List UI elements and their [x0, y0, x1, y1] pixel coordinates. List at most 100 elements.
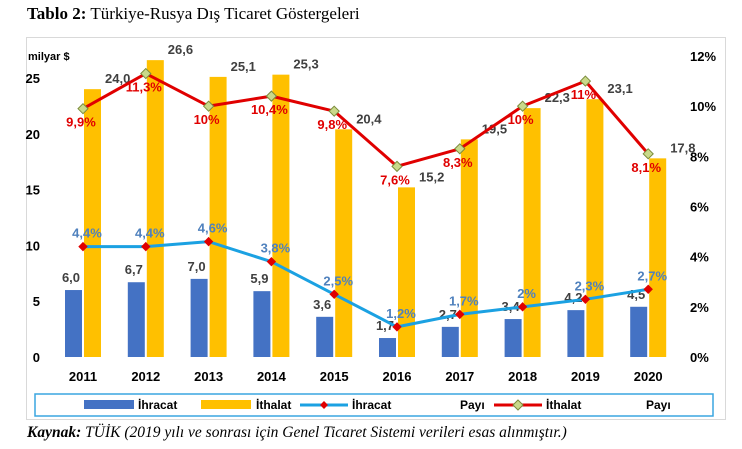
export-share-label: 4,6% [198, 221, 228, 236]
import-share-point [77, 102, 89, 115]
legend-import-label: İthalat [256, 397, 291, 412]
x-tick-label: 2014 [257, 369, 287, 384]
import-bar-label: 25,1 [231, 59, 256, 74]
export-share-label: 1,7% [449, 293, 479, 308]
export-bar [504, 319, 522, 357]
export-bar-label: 3,6 [313, 297, 331, 312]
legend-import-share-marker [512, 399, 524, 411]
y-tick-label: 15 [26, 183, 40, 198]
export-share-point [392, 322, 402, 332]
export-share-point [141, 241, 151, 252]
import-share-label: 11,3% [126, 80, 163, 95]
import-bar [398, 187, 415, 357]
import-bar [84, 89, 101, 357]
x-tick-label: 2018 [508, 369, 537, 384]
y-tick-label: 0 [33, 350, 40, 365]
export-bar [441, 326, 459, 357]
y2-tick-label: 8% [690, 149, 709, 164]
export-share-label: 4,4% [135, 226, 165, 241]
chart-frame [26, 37, 726, 420]
import-bar [335, 129, 353, 357]
import-share-label: 9,8% [317, 117, 347, 132]
legend-export-share-suffix: Payı [460, 398, 485, 412]
import-share-point [391, 160, 403, 173]
export-share-point [329, 289, 339, 299]
export-bar-label: 6,7 [125, 262, 143, 277]
x-tick-label: 2012 [131, 369, 160, 384]
import-bar-label: 24,0 [105, 71, 130, 86]
x-tick-label: 2017 [445, 369, 474, 384]
x-tick-label: 2020 [634, 369, 663, 384]
import-bar [272, 74, 290, 357]
import-share-label: 9,9% [66, 115, 96, 130]
export-share-point [580, 294, 591, 305]
export-share-point [643, 284, 653, 294]
import-share-label: 10% [508, 112, 534, 127]
legend-import-share-label: İthalat [546, 397, 581, 412]
export-share-label: 2,5% [323, 273, 353, 288]
export-bar [190, 278, 208, 357]
import-bar [460, 139, 478, 357]
y2-tick-label: 6% [690, 200, 709, 215]
y2-tick-label: 4% [690, 250, 709, 265]
import-bar-label: 15,2 [419, 169, 444, 184]
import-share-point [202, 100, 215, 112]
y-tick-label: 20 [26, 127, 40, 142]
y-tick-label: 25 [26, 71, 40, 86]
legend-box [34, 393, 714, 417]
import-bar [649, 158, 667, 357]
export-share-point [455, 309, 465, 320]
legend-import-swatch [201, 400, 251, 409]
legend-export-share-marker [320, 401, 328, 409]
legend-export-swatch [84, 400, 134, 409]
import-bar-label: 26,6 [168, 42, 193, 57]
x-tick-label: 2015 [320, 369, 349, 384]
y2-tick-label: 12% [690, 49, 716, 64]
import-bar-label: 20,4 [356, 111, 382, 126]
chart-title: Tablo 2: Türkiye-Rusya Dış Ticaret Göste… [27, 4, 360, 23]
legend-import-share-suffix: Payı [646, 398, 671, 412]
export-bar-label: 7,0 [188, 259, 206, 274]
import-share-point [140, 67, 152, 80]
import-bar-label: 19,5 [482, 121, 507, 136]
y2-tick-label: 2% [690, 300, 709, 315]
import-share-label: 8,3% [443, 155, 473, 170]
export-bar [253, 291, 271, 357]
y2-tick-label: 0% [690, 350, 709, 365]
import-bar-label: 25,3 [293, 57, 318, 72]
import-share-point [579, 75, 592, 87]
import-bar-label: 17,8 [670, 140, 695, 155]
export-share-label: 1,2% [386, 306, 416, 321]
import-bar [209, 76, 227, 357]
import-share-point [454, 143, 466, 155]
export-share-label: 2,7% [637, 268, 667, 283]
import-share-label: 11% [571, 87, 597, 102]
export-bar [630, 306, 648, 357]
import-bar-label: 23,1 [607, 81, 632, 96]
y-tick-label: 5 [33, 294, 40, 309]
export-share-point [203, 236, 214, 247]
import-share-label: 7,6% [380, 172, 410, 187]
import-share-label: 10,4% [251, 102, 288, 117]
legend-export-share-label: İhracat [352, 397, 391, 412]
import-bar [146, 60, 164, 357]
y2-tick-label: 10% [690, 99, 716, 114]
import-bar [586, 99, 604, 357]
export-share-label: 2% [517, 286, 536, 301]
import-bar [523, 108, 541, 357]
export-bar [379, 338, 396, 357]
y-tick-label: 10 [26, 238, 40, 253]
x-tick-label: 2011 [69, 369, 97, 384]
export-share-label: 4,4% [72, 226, 102, 241]
import-share-point [265, 90, 278, 102]
export-bar [316, 316, 334, 357]
export-bar [567, 310, 585, 357]
import-share-point [328, 105, 340, 117]
export-bar [65, 290, 82, 357]
source-note: Kaynak: TÜİK (2019 yılı ve sonrası için … [27, 424, 567, 441]
export-share-label: 2,3% [575, 278, 605, 293]
export-share-point [266, 256, 277, 267]
export-bar-label: 5,9 [250, 271, 268, 286]
y-axis-label: milyar $ [28, 51, 70, 63]
legend-export-label: İhracat [138, 397, 177, 412]
